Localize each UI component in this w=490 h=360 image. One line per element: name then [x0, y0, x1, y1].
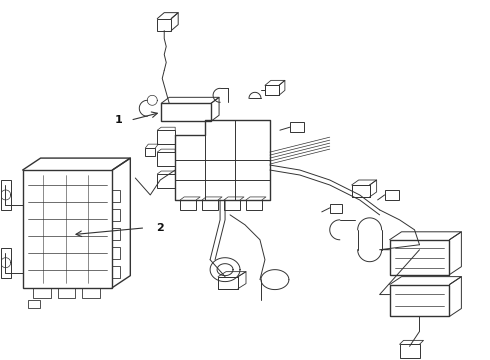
- Bar: [23, 170, 112, 288]
- Bar: [330, 204, 342, 213]
- Bar: [352, 185, 369, 197]
- Bar: [112, 228, 121, 240]
- Bar: [145, 148, 155, 156]
- Bar: [399, 345, 419, 358]
- Text: 1: 1: [115, 115, 122, 125]
- Bar: [161, 103, 211, 121]
- Bar: [265, 85, 279, 95]
- Bar: [0, 180, 11, 210]
- Bar: [218, 276, 238, 289]
- Bar: [352, 185, 369, 197]
- Bar: [33, 288, 50, 298]
- Bar: [265, 85, 279, 95]
- Bar: [157, 174, 175, 188]
- Bar: [390, 240, 449, 275]
- Bar: [202, 200, 218, 210]
- Bar: [180, 200, 196, 210]
- Bar: [246, 200, 262, 210]
- Bar: [224, 200, 240, 210]
- Bar: [157, 19, 171, 31]
- Bar: [82, 288, 100, 298]
- Bar: [157, 130, 175, 144]
- Bar: [218, 276, 238, 289]
- Bar: [112, 266, 121, 278]
- Bar: [112, 190, 121, 202]
- Bar: [112, 209, 121, 221]
- Bar: [385, 190, 398, 200]
- Bar: [57, 288, 75, 298]
- Bar: [112, 247, 121, 259]
- Bar: [390, 285, 449, 316]
- Text: 2: 2: [156, 223, 164, 233]
- Bar: [290, 122, 304, 132]
- Bar: [390, 285, 449, 316]
- Bar: [0, 248, 11, 278]
- Bar: [390, 240, 449, 275]
- Bar: [27, 300, 40, 307]
- Bar: [157, 152, 175, 166]
